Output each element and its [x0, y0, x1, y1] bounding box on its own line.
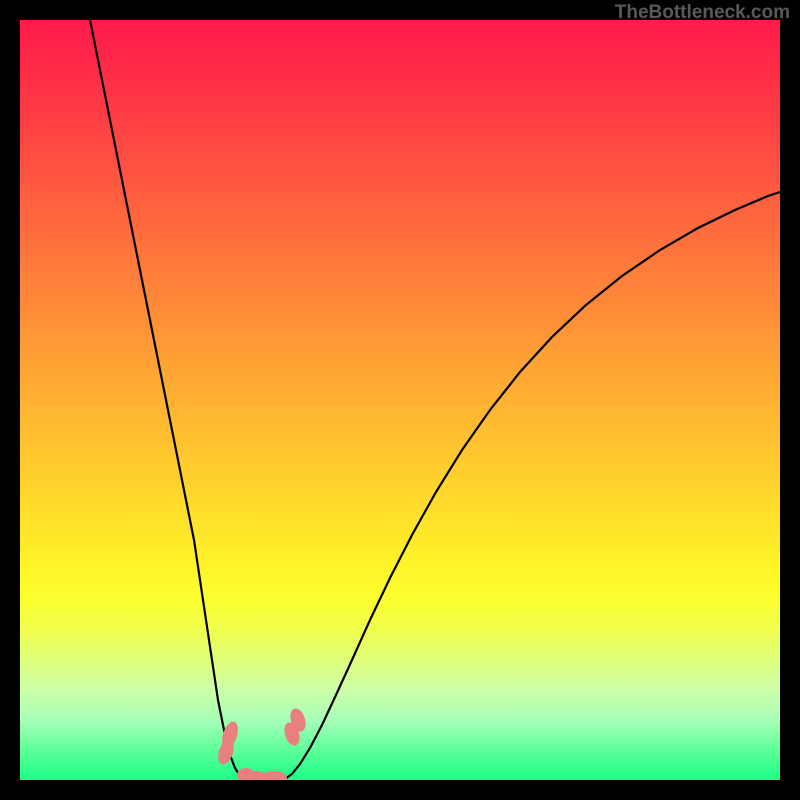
watermark-text: TheBottleneck.com [615, 2, 790, 24]
gradient-background [20, 20, 780, 780]
plot-area [20, 20, 780, 780]
chart-container: TheBottleneck.com [0, 0, 800, 800]
